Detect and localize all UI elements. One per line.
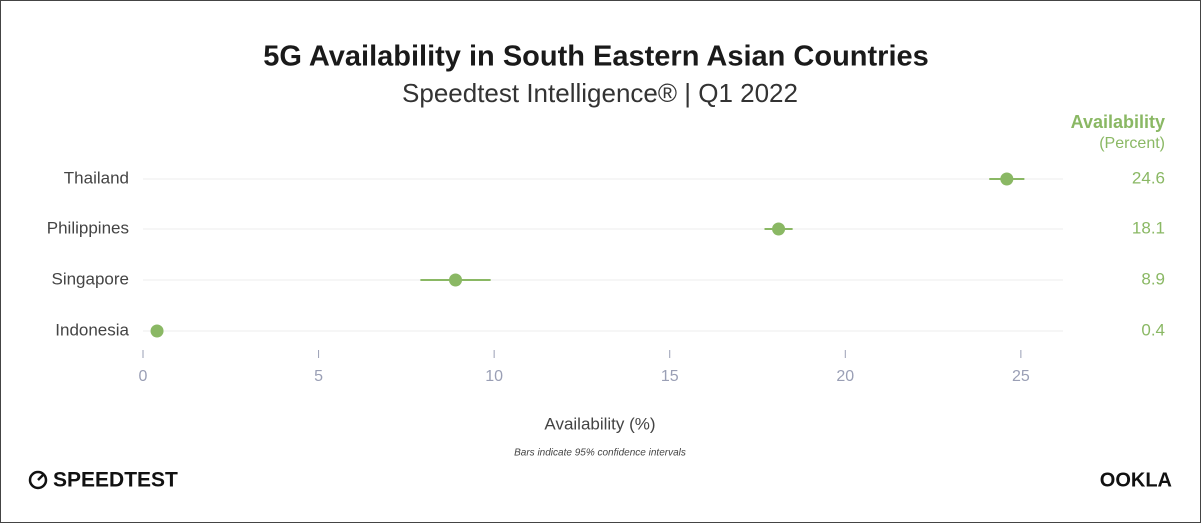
logo-needle [37, 474, 44, 481]
value-label: 24.6 [1132, 168, 1165, 187]
y-tick-label: Indonesia [55, 320, 129, 339]
value-label: 8.9 [1141, 269, 1165, 288]
x-tick-label: 20 [836, 368, 854, 385]
dot [449, 273, 463, 287]
dot [1000, 172, 1014, 186]
value-subheader: (Percent) [1099, 135, 1165, 152]
x-tick-label: 25 [1012, 368, 1030, 385]
y-tick-label: Thailand [64, 168, 129, 187]
brand-right: OOKLA [1100, 469, 1172, 491]
x-tick-label: 5 [314, 368, 323, 385]
value-header: Availability [1071, 112, 1165, 132]
chart-title: 5G Availability in South Eastern Asian C… [263, 41, 929, 73]
y-tick-label: Philippines [47, 218, 129, 237]
brand-left-logo: SPEEDTEST [28, 469, 178, 492]
brand-left: SPEEDTEST [53, 469, 178, 492]
value-label: 0.4 [1141, 320, 1165, 339]
dot [772, 222, 786, 236]
x-tick-label: 10 [485, 368, 503, 385]
dot [150, 324, 164, 338]
x-tick-label: 0 [139, 368, 148, 385]
logo-icon [28, 470, 48, 490]
x-tick-label: 15 [661, 368, 679, 385]
chart-subtitle: Speedtest Intelligence® | Q1 2022 [402, 78, 798, 108]
x-axis-label: Availability (%) [544, 414, 655, 433]
y-tick-label: Singapore [51, 269, 129, 288]
note: Bars indicate 95% confidence intervals [514, 448, 686, 459]
value-label: 18.1 [1132, 218, 1165, 237]
